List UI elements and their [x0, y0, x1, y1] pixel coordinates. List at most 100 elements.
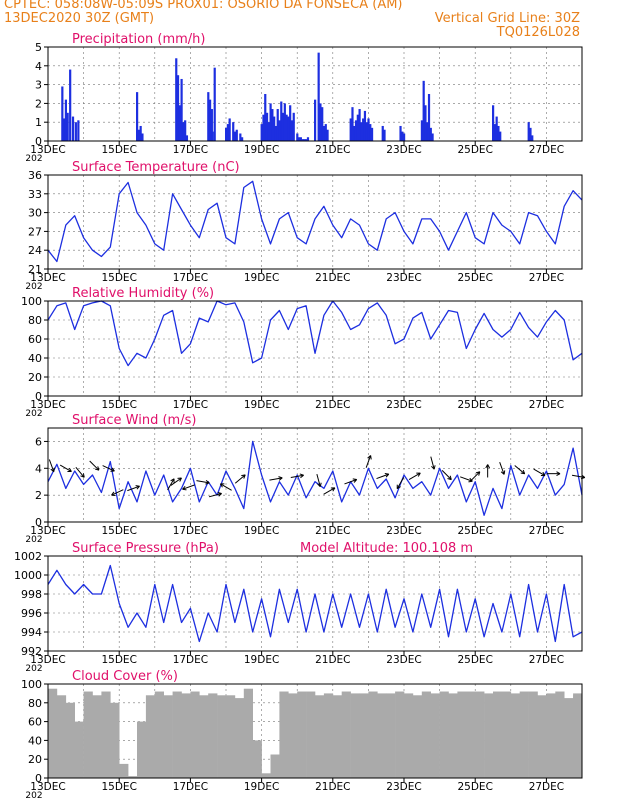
- cloud-bar: [172, 691, 182, 778]
- cloud-bar: [484, 693, 494, 778]
- wind-arrow-head: [241, 474, 246, 477]
- precip-bar: [211, 131, 214, 141]
- wind-arrow-head: [182, 485, 186, 490]
- cloud-bar: [412, 695, 423, 778]
- y-tick-label: 80: [28, 314, 42, 327]
- y-tick-label: 100: [21, 678, 42, 691]
- cloud-bar: [439, 691, 449, 778]
- precip-bar: [139, 125, 142, 141]
- precip-bar: [66, 112, 69, 141]
- wind-arrow-head: [367, 455, 371, 459]
- x-tick-label: 17DEC: [173, 525, 208, 537]
- cloud-bar: [332, 695, 342, 778]
- x-tick-label: 19DEC: [244, 144, 279, 156]
- x-year-label: 202: [25, 535, 42, 545]
- wind-arrow-head: [111, 467, 115, 472]
- wind-arrow-head: [299, 473, 304, 476]
- x-year-label: 202: [25, 154, 42, 164]
- y-tick-label: 0: [35, 390, 42, 403]
- wind-arrow-head: [542, 471, 546, 476]
- precip-bar: [303, 139, 306, 141]
- x-tick-label: 19DEC: [244, 525, 279, 537]
- precip-bar: [527, 122, 530, 141]
- precip-bar: [365, 122, 368, 141]
- x-tick-label: 25DEC: [457, 399, 492, 411]
- wind-arrow: [75, 467, 85, 478]
- x-tick-label: 15DEC: [101, 399, 136, 411]
- precip-bar: [232, 122, 235, 141]
- cloud-bar: [564, 698, 574, 778]
- cloud-bar: [306, 691, 316, 778]
- y-tick-label: 4: [35, 60, 42, 73]
- precip-bar: [420, 120, 423, 141]
- cloud-bar: [528, 691, 538, 778]
- precip-bar: [281, 112, 285, 141]
- precip-bar: [137, 129, 140, 141]
- temp-series-line: [47, 180, 583, 263]
- x-tick-label: 13DEC: [30, 272, 65, 284]
- header-station: CPTEC: 058:08W-05:09S PROX01: OSORIO DA …: [4, 0, 403, 12]
- cloud-bar: [457, 691, 467, 778]
- wind-arrow-head: [520, 472, 525, 475]
- wind-arrow: [376, 473, 389, 480]
- precip-bar: [184, 120, 187, 141]
- cloud-bar: [48, 688, 58, 778]
- x-tick-label: 23DEC: [386, 781, 421, 793]
- x-tick-label: 13DEC: [30, 144, 65, 156]
- rh-title: Relative Humidity (%): [72, 286, 214, 301]
- cloud-bar: [546, 693, 556, 778]
- precip-bar: [495, 116, 498, 141]
- header-run-time: 13DEC2020 30Z (GMT): [4, 11, 155, 26]
- x-tick-label: 15DEC: [101, 272, 136, 284]
- cloud-bar: [297, 691, 307, 778]
- x-tick-label: 23DEC: [386, 654, 421, 666]
- x-tick-label: 27DEC: [529, 144, 564, 156]
- precip-bar: [399, 125, 402, 141]
- precip-bar: [369, 124, 372, 141]
- precip-bar: [299, 137, 302, 141]
- cloud-bar: [65, 702, 75, 778]
- precip-frame: [47, 46, 583, 142]
- wind-arrow-head: [136, 485, 140, 490]
- x-tick-label: 21DEC: [315, 399, 350, 411]
- wind-arrow-head: [278, 476, 283, 479]
- wind-arrow-head: [243, 474, 246, 479]
- y-tick-label: 998: [21, 588, 42, 601]
- press-title: Surface Pressure (hPa): [72, 541, 219, 556]
- y-tick-label: 996: [21, 607, 42, 620]
- x-tick-label: 25DEC: [457, 144, 492, 156]
- y-tick-label: 36: [28, 169, 42, 182]
- x-year-label: 202: [25, 282, 42, 292]
- cloud-bar: [101, 691, 111, 778]
- precip-bar: [383, 129, 386, 141]
- y-tick-label: 992: [21, 645, 42, 658]
- precip-bar: [351, 107, 354, 141]
- temp-frame: [47, 174, 583, 270]
- x-tick-label: 17DEC: [173, 654, 208, 666]
- wind-arrow-head: [370, 455, 372, 460]
- wind-arrow-head: [487, 464, 491, 469]
- precip-bar: [182, 122, 185, 141]
- wind-arrow-head: [111, 491, 115, 496]
- wind-arrow: [365, 455, 372, 468]
- wind-arrow-head: [170, 478, 175, 482]
- precip-bar: [297, 137, 301, 141]
- precip-bar: [235, 129, 238, 141]
- wind-arrow: [59, 464, 72, 472]
- cloud-bar: [573, 693, 583, 778]
- precip-bar: [324, 124, 327, 141]
- wind-arrow: [408, 472, 421, 481]
- x-tick-label: 25DEC: [457, 781, 492, 793]
- x-tick-label: 21DEC: [315, 144, 350, 156]
- precip-bar: [367, 118, 370, 141]
- wind-arrow-head: [50, 468, 55, 473]
- x-tick-label: 27DEC: [529, 399, 564, 411]
- cloud-bar: [359, 693, 369, 778]
- x-tick-label: 19DEC: [244, 272, 279, 284]
- cloud-bar: [368, 691, 378, 778]
- cloud-bar: [350, 693, 360, 778]
- x-tick-label: 13DEC: [30, 399, 65, 411]
- wind-arrow: [196, 480, 210, 484]
- precip-bar: [529, 127, 532, 141]
- cloud-bar: [83, 691, 93, 778]
